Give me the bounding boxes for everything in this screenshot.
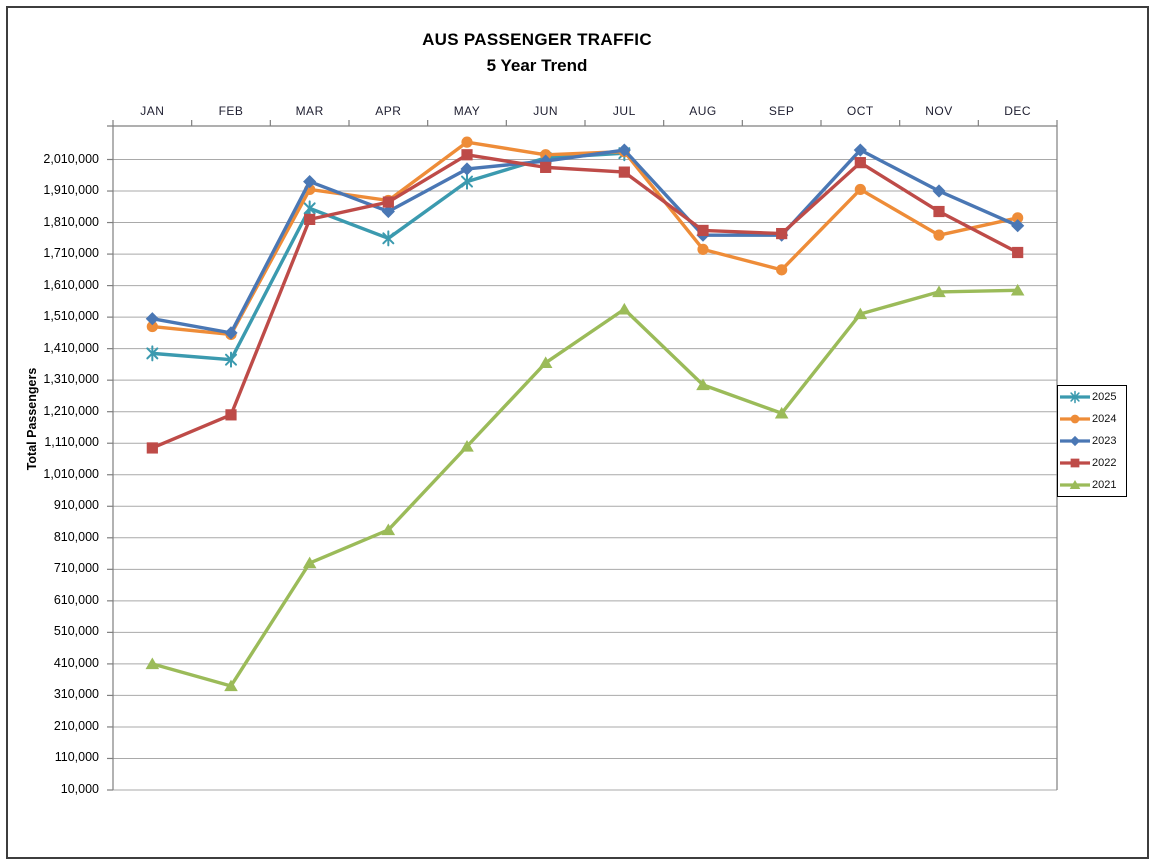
chart-title: AUS PASSENGER TRAFFIC [422, 30, 652, 49]
x-axis-label: APR [375, 104, 402, 118]
x-axis-label: AUG [689, 104, 717, 118]
y-axis-tick-label: 810,000 [53, 529, 99, 544]
legend-label: 2024 [1092, 413, 1117, 425]
legend-item-2021: 2021 [1058, 474, 1126, 496]
legend: 2025 2024 2023 2022 2021 [1057, 385, 1127, 497]
legend-label: 2022 [1092, 457, 1117, 469]
y-axis-tick-label: 310,000 [53, 687, 99, 702]
x-axis-label: MAY [453, 104, 481, 118]
x-axis-label: DEC [1004, 104, 1032, 118]
legend-item-2022: 2022 [1058, 452, 1126, 474]
series-2022 [146, 149, 1024, 454]
x-axis-label: SEP [768, 104, 795, 118]
y-axis-tick-label: 710,000 [53, 561, 99, 576]
x-axis-label: JUL [612, 104, 636, 118]
legend-swatch [1060, 458, 1090, 468]
chart-title-block: AUS PASSENGER TRAFFIC 5 Year Trend [0, 30, 1074, 76]
x-axis-label: JUN [533, 104, 559, 118]
legend-swatch [1060, 480, 1090, 490]
x-axis-label: MAR [295, 104, 324, 118]
y-axis-tick-label: 10,000 [60, 782, 99, 796]
y-axis-tick-label: 1,910,000 [43, 183, 99, 198]
legend-item-2024: 2024 [1058, 408, 1126, 430]
y-axis-tick-label: 910,000 [53, 498, 99, 513]
y-axis-tick-label: 1,410,000 [43, 340, 99, 355]
series-2021 [145, 283, 1025, 692]
series-2023 [145, 143, 1025, 340]
legend-swatch [1060, 435, 1090, 447]
y-axis-tick-label: 1,810,000 [43, 214, 99, 229]
y-axis-tick-label: 2,010,000 [43, 151, 99, 166]
chart-outer-border [6, 6, 1149, 859]
y-axis-tick-label: 410,000 [53, 655, 99, 670]
y-axis-tick-label: 1,710,000 [43, 246, 99, 261]
y-axis-tick-label: 1,310,000 [43, 372, 99, 387]
y-axis-tick-label: 210,000 [53, 718, 99, 733]
legend-label: 2025 [1092, 391, 1117, 403]
legend-swatch [1060, 414, 1090, 424]
x-axis-label: OCT [846, 104, 874, 118]
legend-item-2023: 2023 [1058, 430, 1126, 452]
chart-subtitle: 5 Year Trend [486, 56, 588, 75]
legend-label: 2023 [1092, 435, 1117, 447]
y-axis-tick-label: 1,010,000 [43, 466, 99, 481]
y-axis-tick-label: 1,510,000 [43, 309, 99, 324]
legend-item-2025: 2025 [1058, 386, 1126, 408]
y-axis-tick-label: 1,110,000 [44, 435, 99, 450]
x-axis-label: FEB [218, 104, 244, 118]
legend-swatch [1060, 390, 1090, 404]
y-axis-tick-label: 610,000 [53, 592, 99, 607]
y-axis-tick-label: 510,000 [53, 624, 99, 639]
y-axis-tick-label: 1,610,000 [43, 277, 99, 292]
x-axis-label: NOV [925, 104, 953, 118]
y-axis-tick-label: 110,000 [54, 750, 99, 765]
legend-label: 2021 [1092, 479, 1117, 491]
y-axis-tick-label: 1,210,000 [43, 403, 99, 418]
x-axis-label: JAN [140, 104, 165, 118]
